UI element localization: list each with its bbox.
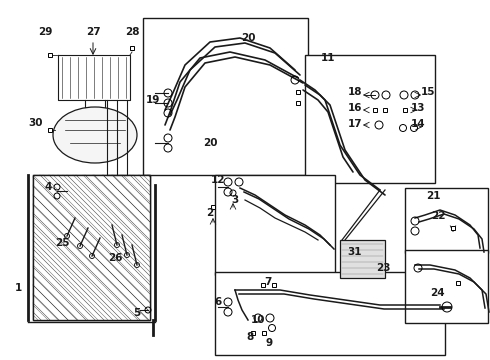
Text: 25: 25 bbox=[55, 238, 69, 248]
Text: 30: 30 bbox=[29, 118, 43, 128]
Text: 31: 31 bbox=[348, 247, 362, 257]
Text: 17: 17 bbox=[348, 119, 362, 129]
Text: 14: 14 bbox=[411, 119, 425, 129]
Text: 5: 5 bbox=[133, 308, 141, 318]
Text: 11: 11 bbox=[321, 53, 335, 63]
Text: 10: 10 bbox=[251, 315, 265, 325]
Text: 4: 4 bbox=[44, 182, 51, 192]
Text: 3: 3 bbox=[231, 195, 239, 205]
Text: 24: 24 bbox=[430, 288, 444, 298]
Text: 1: 1 bbox=[14, 283, 22, 293]
Bar bbox=[130, 46, 134, 50]
Bar bbox=[33, 175, 150, 320]
Bar bbox=[48, 53, 52, 57]
Text: 28: 28 bbox=[125, 27, 139, 37]
Bar bbox=[251, 331, 255, 335]
Text: 16: 16 bbox=[348, 103, 362, 113]
Bar bbox=[143, 18, 308, 175]
Bar bbox=[405, 250, 488, 323]
Bar bbox=[272, 283, 276, 287]
Bar bbox=[383, 108, 387, 112]
Bar bbox=[215, 175, 335, 275]
Bar bbox=[340, 240, 385, 278]
Text: 8: 8 bbox=[246, 332, 254, 342]
Text: 23: 23 bbox=[376, 263, 390, 273]
Bar bbox=[262, 331, 266, 335]
Bar bbox=[215, 272, 445, 355]
Text: 2: 2 bbox=[206, 208, 214, 218]
Text: 22: 22 bbox=[431, 211, 445, 221]
Bar bbox=[48, 128, 52, 132]
Bar bbox=[451, 226, 455, 230]
Text: 7: 7 bbox=[264, 277, 271, 287]
Text: 19: 19 bbox=[146, 95, 160, 105]
Bar bbox=[261, 283, 265, 287]
Text: 27: 27 bbox=[86, 27, 100, 37]
Text: 21: 21 bbox=[426, 191, 440, 201]
Bar bbox=[296, 90, 300, 94]
Text: 20: 20 bbox=[203, 138, 217, 148]
Ellipse shape bbox=[53, 107, 137, 163]
Bar bbox=[403, 108, 407, 112]
Bar bbox=[296, 101, 300, 105]
Text: 18: 18 bbox=[348, 87, 362, 97]
Text: 20: 20 bbox=[241, 33, 255, 43]
Bar bbox=[373, 108, 377, 112]
Bar bbox=[305, 55, 435, 183]
Bar bbox=[405, 188, 488, 253]
Text: 6: 6 bbox=[215, 297, 221, 307]
Text: 12: 12 bbox=[211, 175, 225, 185]
Text: 13: 13 bbox=[411, 103, 425, 113]
Text: 15: 15 bbox=[421, 87, 435, 97]
Text: 29: 29 bbox=[38, 27, 52, 37]
Text: 26: 26 bbox=[108, 253, 122, 263]
Text: 9: 9 bbox=[266, 338, 272, 348]
Bar bbox=[211, 205, 215, 209]
Bar bbox=[456, 281, 460, 285]
Bar bbox=[33, 175, 150, 320]
